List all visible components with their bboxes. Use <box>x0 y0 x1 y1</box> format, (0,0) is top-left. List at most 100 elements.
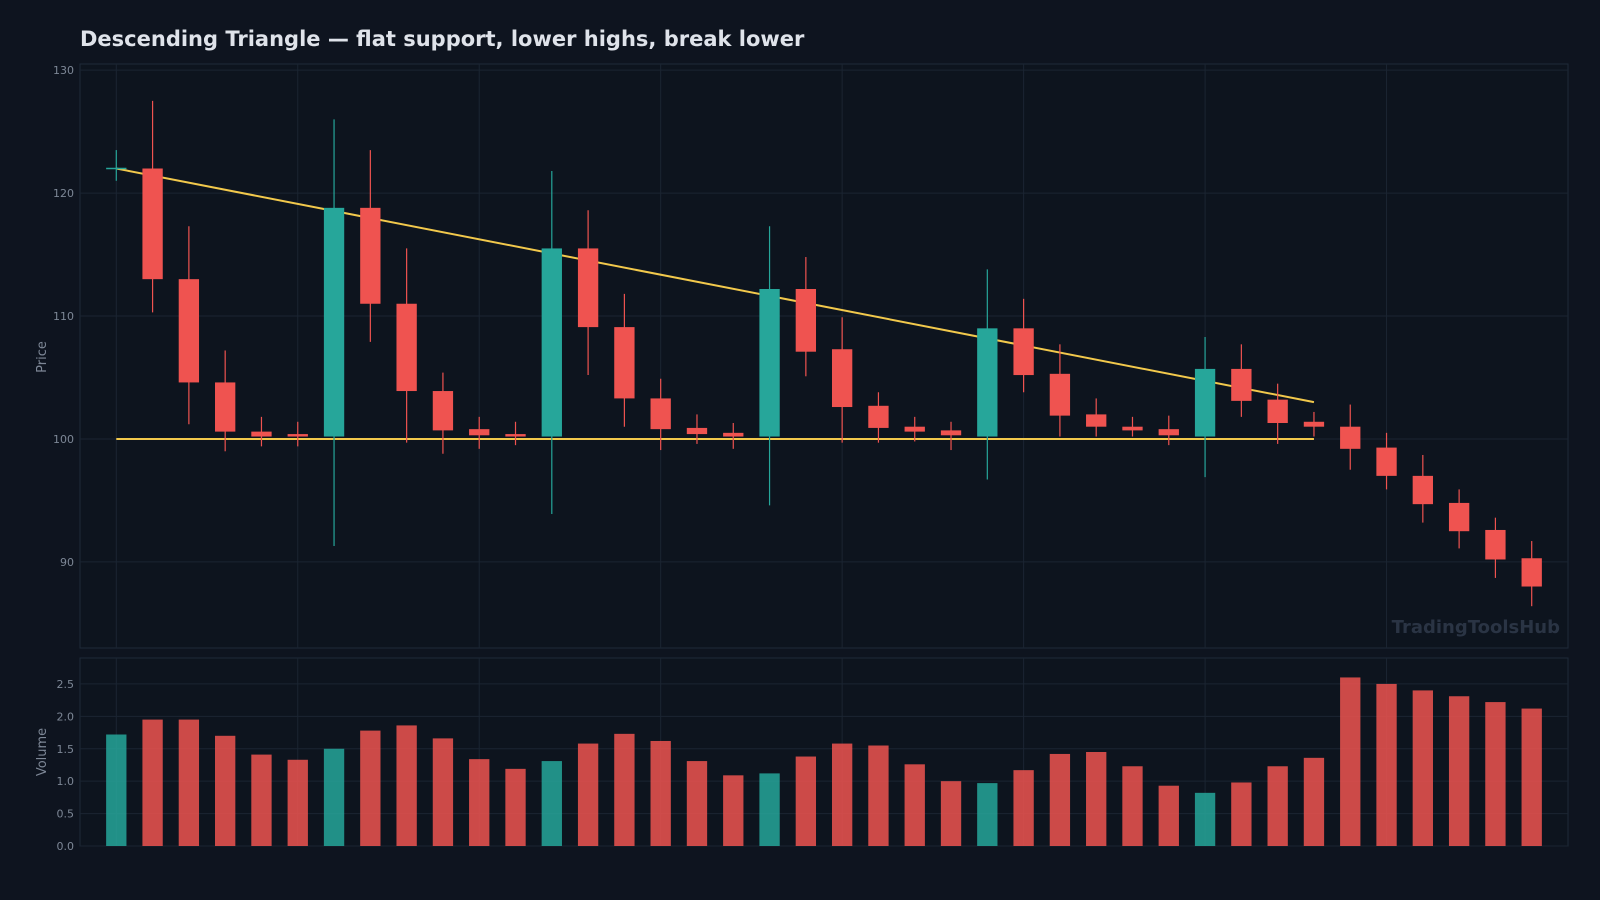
candle-body <box>723 432 744 437</box>
candle <box>323 119 345 546</box>
volume-bar <box>360 730 381 846</box>
volume-bar <box>577 743 599 846</box>
price-tick-label: 100 <box>53 433 74 446</box>
candle <box>650 378 671 451</box>
candle <box>1267 383 1288 444</box>
candle-body <box>650 398 671 430</box>
volume-bar <box>287 759 308 846</box>
price-tick-label: 90 <box>60 556 74 569</box>
volume-axis-ticks: 0.0 0.5 1.0 1.5 2.0 2.5 <box>57 678 75 853</box>
volume-bar <box>904 764 925 846</box>
candle-body <box>178 279 200 383</box>
candle-body <box>1412 475 1433 505</box>
candle <box>723 423 744 449</box>
candle-body <box>977 328 998 437</box>
volume-bar <box>650 740 671 846</box>
volume-bar <box>1122 766 1143 846</box>
volume-bar <box>106 734 127 846</box>
volume-tick-label: 2.5 <box>57 678 75 691</box>
volume-bars <box>106 677 1542 846</box>
volume-bar <box>396 725 417 846</box>
candle-body <box>1158 429 1179 436</box>
candle <box>396 248 417 443</box>
volume-tick-label: 1.0 <box>57 775 75 788</box>
candle-body <box>759 288 780 437</box>
candle <box>215 350 236 452</box>
candle-body <box>396 303 417 392</box>
volume-bar <box>759 773 780 846</box>
volume-tick-label: 1.5 <box>57 743 75 756</box>
candle <box>106 150 127 181</box>
price-axis-ticks: 90 100 110 120 130 <box>53 64 74 569</box>
candle <box>1194 336 1216 478</box>
candle-body <box>614 327 635 399</box>
candle <box>977 269 998 480</box>
candle-body <box>868 405 889 428</box>
volume-bar <box>505 768 526 846</box>
candle-body <box>251 431 272 437</box>
volume-bar <box>686 761 708 846</box>
candle-body <box>686 427 708 435</box>
candle <box>1013 298 1034 393</box>
candle <box>1340 404 1361 470</box>
resistance-line <box>116 167 1315 404</box>
volume-bar <box>1376 683 1397 846</box>
candle <box>178 226 200 425</box>
volume-bar <box>977 783 998 846</box>
watermark: TradingToolsHub <box>1392 617 1560 638</box>
candle <box>1485 517 1506 578</box>
candle <box>940 421 962 451</box>
volume-bar <box>1485 702 1506 846</box>
candle-body <box>469 429 490 436</box>
candle <box>1521 541 1542 607</box>
candle <box>505 421 526 446</box>
volume-bar <box>1086 752 1107 846</box>
candle-body <box>1521 558 1542 587</box>
candle <box>795 257 817 377</box>
candle <box>1412 454 1433 523</box>
candle-body <box>541 248 562 437</box>
candle-body <box>795 288 817 352</box>
candle <box>1086 398 1107 437</box>
volume-bar <box>1194 792 1216 846</box>
price-axis-label: Price <box>35 341 50 373</box>
price-tick-label: 110 <box>53 310 74 323</box>
price-tick-label: 120 <box>53 187 74 200</box>
candle-body <box>1122 426 1143 431</box>
candle-body <box>1194 368 1216 437</box>
volume-axis-label: Volume <box>35 728 50 776</box>
volume-bar <box>178 719 200 846</box>
volume-bar <box>1448 696 1470 846</box>
candle-body <box>287 434 308 437</box>
candle-body <box>904 426 925 432</box>
volume-bar <box>1049 753 1071 846</box>
volume-bar <box>831 743 853 846</box>
candle <box>432 372 454 454</box>
volume-bar <box>1013 770 1034 846</box>
volume-bar <box>142 719 163 846</box>
volume-bar <box>1412 690 1433 846</box>
candle <box>868 392 889 443</box>
trend-lines <box>116 167 1315 440</box>
candle <box>686 414 708 444</box>
chart-title: Descending Triangle — flat support, lowe… <box>80 27 805 51</box>
candle-body <box>360 207 381 304</box>
candle <box>1376 432 1397 490</box>
volume-bar <box>723 775 744 846</box>
candle-body <box>1049 373 1071 416</box>
price-panel <box>79 63 1569 649</box>
candle-body <box>940 430 962 436</box>
candle <box>904 416 925 442</box>
candle-body <box>577 248 599 328</box>
candle-body <box>1448 502 1470 532</box>
volume-bar <box>251 754 272 846</box>
candle-body <box>1267 399 1288 424</box>
volume-tick-label: 2.0 <box>57 710 75 723</box>
candle <box>759 226 780 506</box>
candle-body <box>1340 426 1361 449</box>
candle <box>1049 344 1071 437</box>
candle-body <box>215 382 236 432</box>
volume-bar <box>795 756 817 846</box>
